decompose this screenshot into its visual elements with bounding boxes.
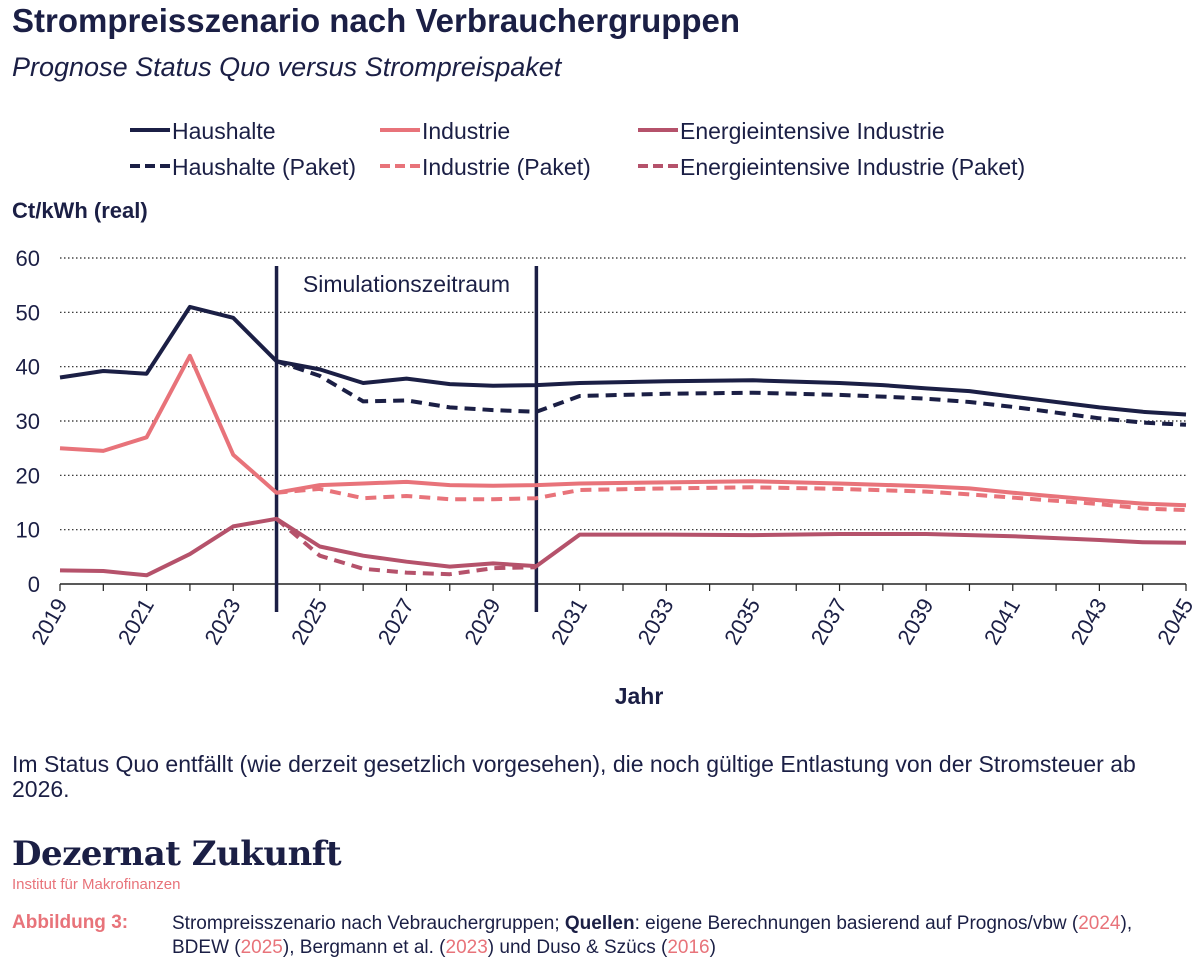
caption-part: : eigene Berechnungen basierend auf Prog… [634, 913, 1079, 934]
series-line-haushalte-paket [275, 359, 1187, 427]
x-tick-label: 2037 [806, 594, 852, 649]
y-tick-label: 30 [16, 409, 40, 434]
x-tick-label: 2043 [1066, 594, 1112, 649]
series-line-industrie [59, 353, 1187, 508]
line-chart: Ct/kWh (real) 0 10 20 30 40 50 60 2019 2021 2023 20… [12, 118, 1198, 709]
caption-sources-label: Quellen [564, 913, 635, 934]
x-axis-label: Jahr [615, 683, 664, 709]
series-line-industrie-paket [276, 485, 1187, 513]
x-tick-label: 2025 [286, 594, 332, 649]
y-tick-label: 60 [16, 246, 40, 271]
chart-note: Im Status Quo entfällt (wie derzeit gese… [12, 751, 1136, 802]
legend-label: Industrie [422, 118, 510, 144]
caption-year-link[interactable]: 2024 [1078, 913, 1121, 934]
x-tick-label: 2021 [113, 594, 159, 649]
y-tick-label: 50 [16, 300, 40, 325]
figure-caption: Strompreisszenario nach Vebrauchergruppe… [172, 912, 1182, 960]
legend-label: Haushalte [172, 118, 276, 144]
chart-subtitle: Prognose Status Quo versus Strompreispak… [12, 52, 562, 82]
legend-label: Haushalte (Paket) [172, 154, 356, 180]
figure-label: Abbildung 3: [12, 912, 129, 933]
caption-year-link[interactable]: 2025 [240, 937, 283, 958]
x-tick-label: 2033 [633, 594, 679, 649]
y-axis-label: Ct/kWh (real) [12, 198, 148, 223]
caption-year-link[interactable]: 2023 [445, 937, 488, 958]
caption-part: ), BDEW ( [172, 913, 1133, 958]
x-tick-label: 2039 [892, 594, 938, 649]
y-tick-label: 10 [16, 518, 40, 543]
caption-part: ) [709, 937, 716, 958]
x-tick-label: 2029 [459, 594, 505, 649]
series-line-haushalte [59, 304, 1187, 417]
x-tick-label: 2045 [1152, 594, 1198, 649]
series-line-energieintensive-industrie [59, 516, 1187, 578]
legend-label: Energieintensive Industrie [680, 118, 945, 144]
simulation-period-label: Simulationszeitraum [303, 271, 510, 297]
brand-subtitle: Institut für Makrofinanzen [12, 876, 181, 893]
chart-title: Strompreisszenario nach Verbrauchergrupp… [12, 2, 741, 39]
y-tick-label: 20 [16, 463, 40, 488]
legend-label: Industrie (Paket) [422, 154, 591, 180]
y-tick-label: 0 [28, 572, 40, 597]
series-line-energieintensive-industrie-paket [275, 517, 537, 577]
x-tick-label: 2041 [979, 594, 1025, 649]
x-tick-label: 2031 [546, 594, 592, 649]
y-tick-label: 40 [16, 355, 40, 380]
x-tick-label: 2023 [199, 594, 245, 649]
x-tick-label: 2027 [373, 594, 419, 649]
x-tick-label: 2019 [26, 594, 72, 649]
caption-prefix: Strompreisszenario nach Vebrauchergruppe… [172, 913, 565, 934]
x-tick-label: 2035 [719, 594, 765, 649]
caption-part: ) und Duso & Szücs ( [487, 937, 668, 958]
brand-logo: Dezernat Zukunft [12, 834, 342, 874]
caption-part: ), Bergmann et al. ( [282, 937, 446, 958]
caption-year-link[interactable]: 2016 [667, 937, 710, 958]
legend-label: Energieintensive Industrie (Paket) [680, 154, 1025, 180]
